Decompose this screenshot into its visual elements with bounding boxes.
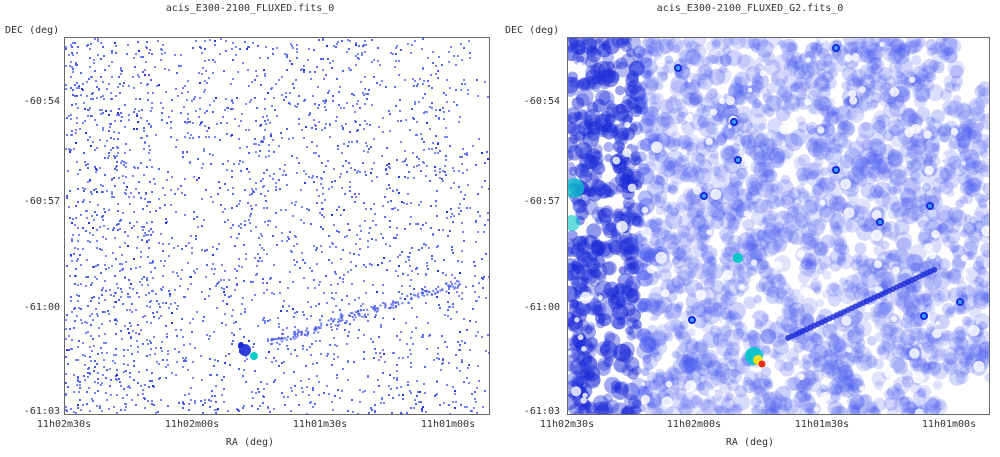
left-image-panel: acis_E300-2100_FLUXED.fits_0 DEC (deg) -… bbox=[5, 3, 490, 448]
y-tick-label: -61:00 bbox=[23, 302, 60, 313]
x-tick-label: 11h02m30s bbox=[36, 419, 92, 430]
y-tick-label: -60:54 bbox=[523, 96, 560, 107]
x-tick-label: 11h01m30s bbox=[292, 419, 348, 430]
y-tick-label: -60:57 bbox=[523, 196, 560, 207]
y-tick-label: -60:57 bbox=[23, 196, 60, 207]
panel-title: acis_E300-2100_FLUXED_G2.fits_0 bbox=[656, 3, 844, 14]
y-tick-label: -61:00 bbox=[523, 302, 560, 313]
x-tick-label: 11h01m00s bbox=[420, 419, 476, 430]
y-axis-label: DEC (deg) bbox=[5, 25, 60, 36]
x-axis-label: RA (deg) bbox=[225, 437, 275, 448]
y-tick-label: -60:54 bbox=[23, 96, 60, 107]
x-tick-label: 11h02m30s bbox=[539, 419, 595, 430]
x-tick-label: 11h02m00s bbox=[164, 419, 220, 430]
raw-counts-image bbox=[65, 38, 489, 414]
x-tick-label: 11h01m30s bbox=[794, 419, 850, 430]
panel-title: acis_E300-2100_FLUXED.fits_0 bbox=[165, 3, 335, 14]
y-tick-label: -61:03 bbox=[23, 406, 60, 417]
image-frame[interactable] bbox=[64, 37, 490, 415]
x-axis-label: RA (deg) bbox=[725, 437, 775, 448]
x-tick-label: 11h02m00s bbox=[666, 419, 722, 430]
y-tick-label: -61:03 bbox=[523, 406, 560, 417]
right-image-panel: acis_E300-2100_FLUXED_G2.fits_0 DEC (deg… bbox=[500, 0, 1000, 457]
y-axis-label: DEC (deg) bbox=[505, 25, 560, 36]
smoothed-flux-image bbox=[568, 38, 989, 414]
image-frame[interactable] bbox=[567, 37, 990, 415]
x-tick-label: 11h01m00s bbox=[921, 419, 977, 430]
